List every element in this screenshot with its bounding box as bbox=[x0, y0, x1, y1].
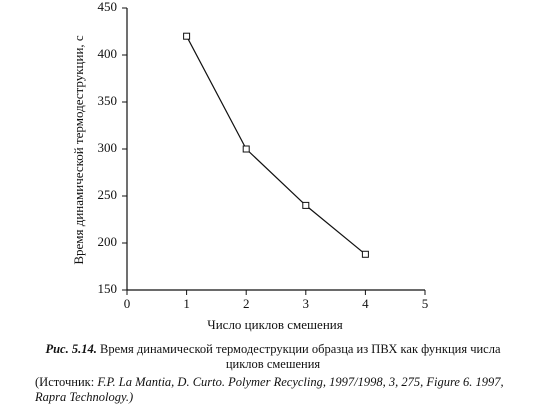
marker bbox=[361, 250, 369, 258]
x-tick-label: 2 bbox=[243, 296, 250, 311]
source-text: F.P. La Mantia, D. Curto. Polymer Recycl… bbox=[35, 375, 504, 404]
x-tick-label: 1 bbox=[183, 296, 190, 311]
y-tick-label: 450 bbox=[98, 0, 118, 14]
caption-label: Рис. 5.14. bbox=[45, 342, 97, 356]
x-axis-label: Число циклов смешения bbox=[207, 317, 342, 332]
x-tick-label: 0 bbox=[124, 296, 131, 311]
series-line bbox=[186, 35, 366, 255]
y-tick-label: 350 bbox=[98, 93, 118, 108]
x-tick-label: 3 bbox=[303, 296, 310, 311]
marker bbox=[302, 201, 310, 209]
caption-text: Время динамической термодеструкции образ… bbox=[99, 342, 501, 371]
caption: Рис. 5.14. Время динамической термодестр… bbox=[38, 342, 508, 372]
source: (Источник: F.P. La Mantia, D. Curto. Pol… bbox=[35, 375, 525, 405]
y-tick-label: 200 bbox=[98, 234, 118, 249]
y-tick-label: 300 bbox=[98, 140, 118, 155]
source-lead: (Источник: bbox=[35, 375, 95, 389]
marker bbox=[242, 145, 250, 153]
y-tick-label: 250 bbox=[98, 187, 118, 202]
y-tick-label: 400 bbox=[98, 46, 118, 61]
chart: Время динамической термодеструкции, с Чи… bbox=[71, 0, 429, 332]
x-tick-label: 5 bbox=[422, 296, 429, 311]
y-tick-label: 150 bbox=[98, 281, 118, 296]
marker bbox=[183, 32, 191, 40]
y-axis-label: Время динамической термодеструкции, с bbox=[71, 35, 86, 265]
x-tick-label: 4 bbox=[362, 296, 369, 311]
